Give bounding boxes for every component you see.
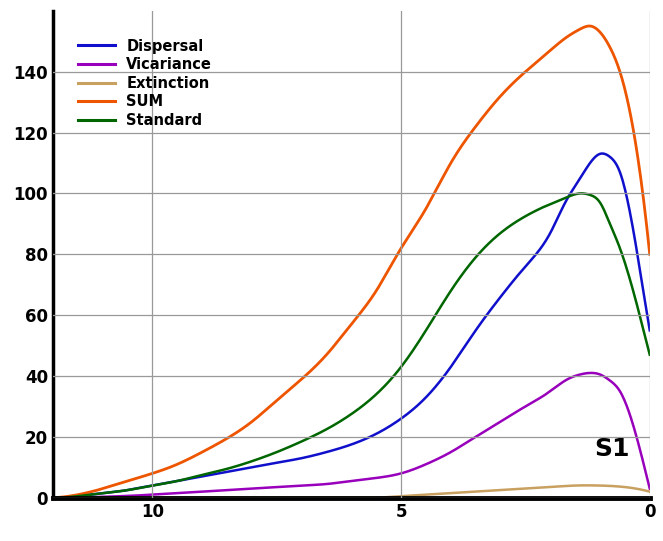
Text: S1: S1 — [595, 437, 631, 461]
Legend: Dispersal, Vicariance, Extinction, SUM, Standard: Dispersal, Vicariance, Extinction, SUM, … — [72, 32, 218, 134]
